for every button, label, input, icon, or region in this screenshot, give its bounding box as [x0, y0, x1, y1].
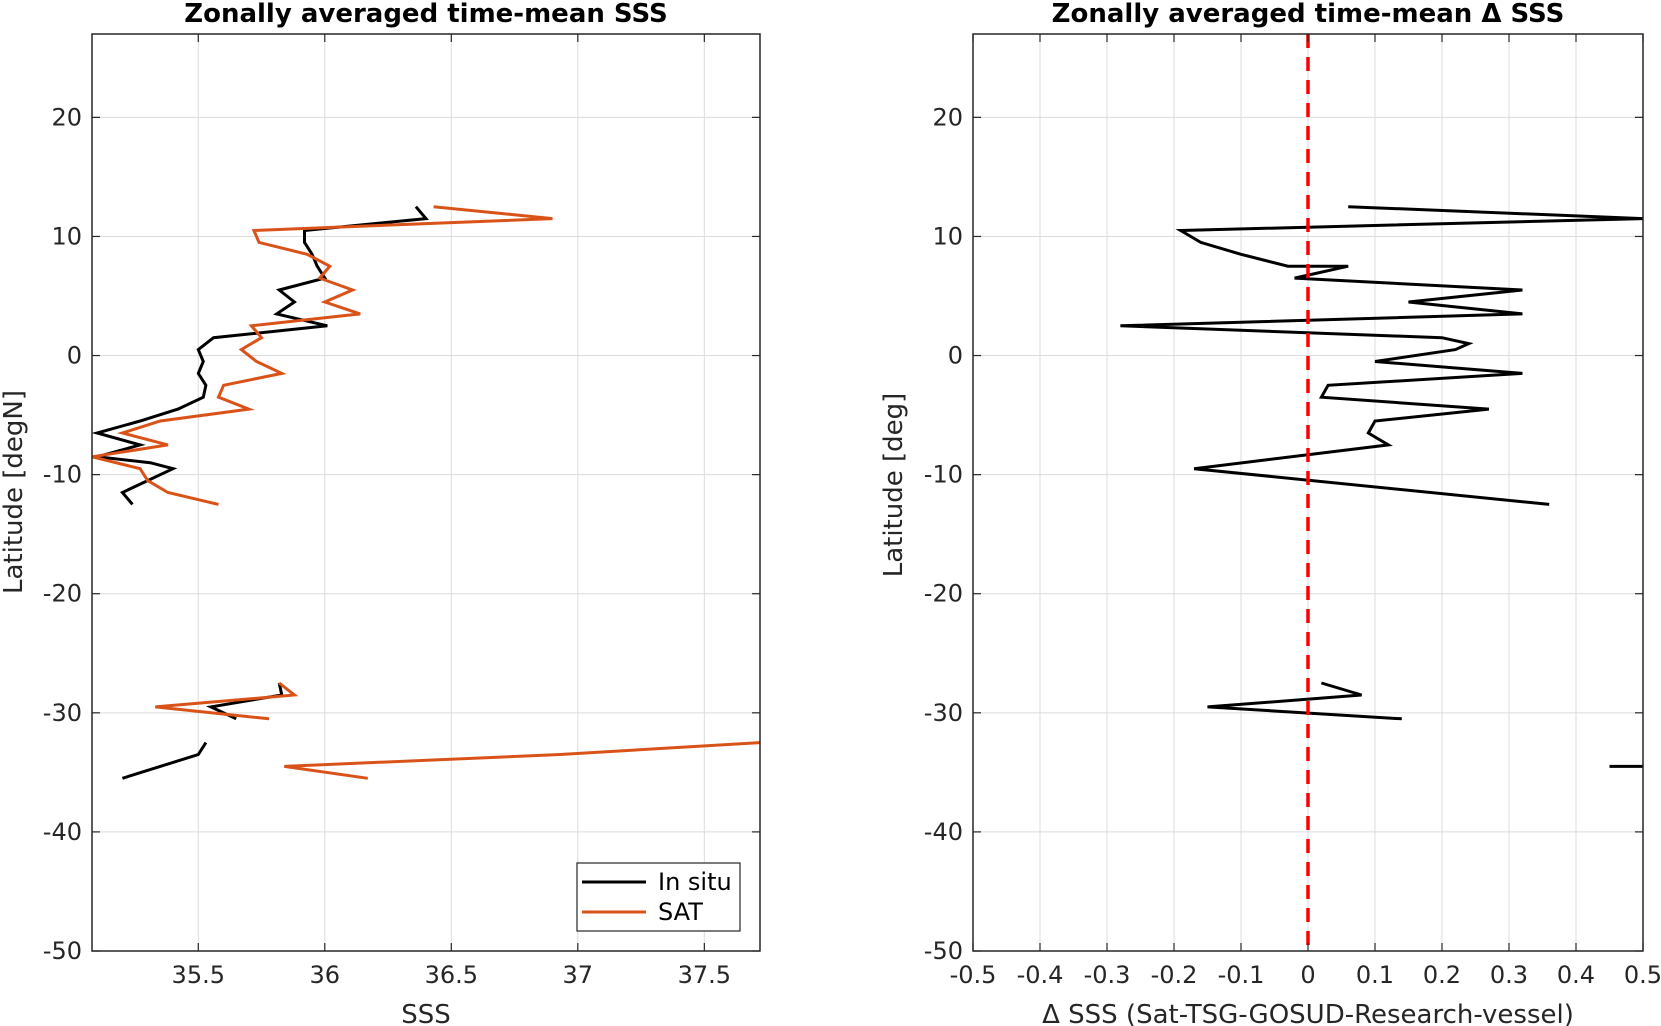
y-tick-label: 10 — [932, 222, 963, 250]
x-tick-label: 0 — [1300, 961, 1315, 989]
sss-axes-box — [91, 33, 761, 952]
delta-sss-panel: -0.5 -0.4 -0.3 -0.2 -0.1 0 0.1 0.2 0.3 0.4 0.5 -50… — [879, 0, 1661, 1026]
legend-box — [576, 862, 741, 932]
y-tick-label: -30 — [43, 699, 82, 727]
sss-legend: In situ SAT — [576, 862, 741, 932]
y-tick-label: -20 — [43, 580, 82, 608]
sss-y-ticks: -50 -40 -30 -20 -10 0 10 20 — [43, 103, 760, 965]
y-tick-label: 0 — [67, 342, 82, 370]
sss-y-axis-label: Latitude [degN] — [0, 390, 29, 594]
sss-panel: 35.5 36 36.5 37 37.5 -50 -40 -30 -20 -10 0 10 20 Zo… — [0, 0, 761, 1026]
sss-series-line-1 — [91, 205, 553, 506]
x-tick-label: 0.4 — [1557, 961, 1595, 989]
sss-x-axis-label: SSS — [401, 1000, 451, 1026]
y-tick-label: 10 — [51, 222, 82, 250]
y-tick-label: -10 — [924, 461, 963, 489]
delta-x-axis-label: Δ SSS (Sat-TSG-GOSUD-Research-vessel) — [1042, 1000, 1574, 1026]
sss-series-line-0 — [121, 741, 208, 780]
sss-series-line-1 — [155, 681, 299, 721]
x-tick-label: 0.3 — [1490, 961, 1528, 989]
x-tick-label: 0.1 — [1356, 961, 1394, 989]
y-tick-label: -40 — [924, 818, 963, 846]
y-tick-label: -50 — [924, 937, 963, 965]
y-tick-label: 20 — [51, 103, 82, 131]
x-tick-label: -0.2 — [1151, 961, 1198, 989]
x-tick-label: 0.5 — [1624, 961, 1661, 989]
sss-title: Zonally averaged time-mean SSS — [184, 0, 668, 29]
x-tick-label: 36 — [310, 961, 341, 989]
x-tick-label: -0.3 — [1084, 961, 1131, 989]
x-tick-label: 36.5 — [425, 961, 478, 989]
x-tick-label: -0.4 — [1017, 961, 1064, 989]
x-tick-label: 37.5 — [678, 961, 731, 989]
y-tick-label: -20 — [924, 580, 963, 608]
y-tick-label: 0 — [948, 342, 963, 370]
delta-series-line-0 — [1207, 681, 1402, 721]
y-tick-label: -10 — [43, 461, 82, 489]
x-tick-label: 37 — [563, 961, 594, 989]
legend-label-in-situ: In situ — [658, 868, 732, 896]
x-tick-label: 0.2 — [1423, 961, 1461, 989]
sss-series-line-1 — [284, 741, 761, 780]
y-tick-label: -40 — [43, 818, 82, 846]
y-tick-label: -50 — [43, 937, 82, 965]
delta-y-ticks: -50 -40 -30 -20 -10 0 10 20 — [924, 103, 1643, 965]
y-tick-label: -30 — [924, 699, 963, 727]
x-tick-label: 35.5 — [172, 961, 225, 989]
delta-series-line-0 — [1120, 205, 1644, 506]
delta-series — [1120, 34, 1644, 951]
sss-series — [91, 205, 761, 780]
delta-title: Zonally averaged time-mean Δ SSS — [1052, 0, 1565, 29]
sss-plot-area — [92, 34, 760, 951]
delta-y-axis-label: Latitude [deg] — [879, 393, 909, 578]
legend-label-sat: SAT — [658, 898, 703, 926]
x-tick-label: -0.1 — [1218, 961, 1265, 989]
delta-x-ticks: -0.5 -0.4 -0.3 -0.2 -0.1 0 0.1 0.2 0.3 0.4 0.5 — [950, 34, 1661, 989]
sss-x-ticks: 35.5 36 36.5 37 37.5 — [172, 34, 731, 989]
x-tick-label: -0.5 — [950, 961, 997, 989]
y-tick-label: 20 — [932, 103, 963, 131]
